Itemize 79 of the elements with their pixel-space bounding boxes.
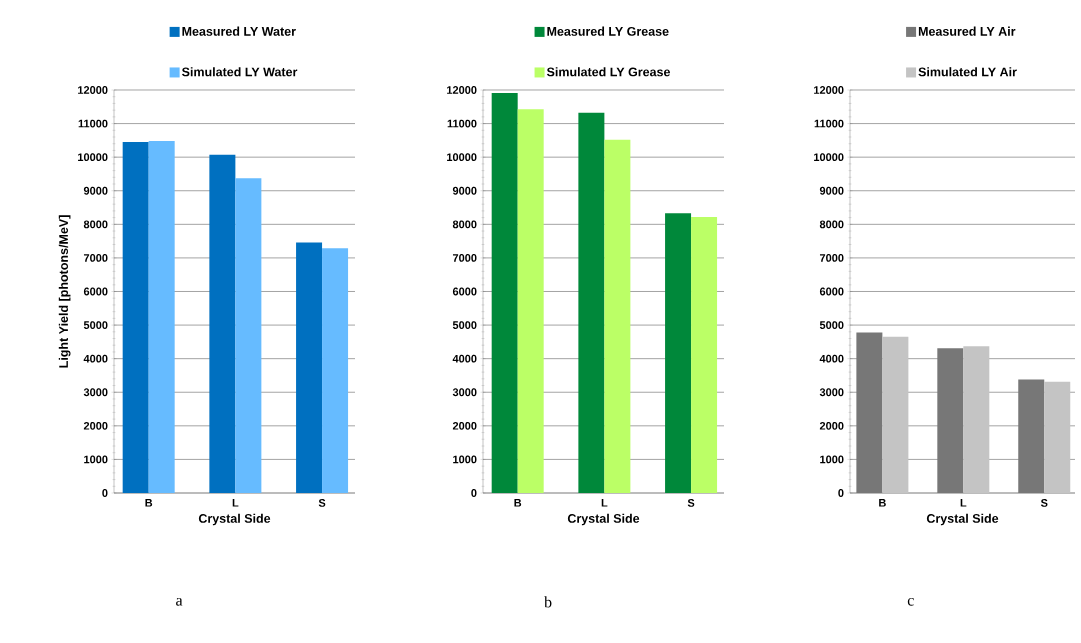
y-tick-label: 2000 (83, 421, 108, 430)
text: a (176, 597, 183, 606)
bar (322, 248, 349, 493)
x-axis-title: Crystal Side (926, 513, 999, 526)
y-tick-label: 7000 (452, 254, 477, 262)
bar (882, 336, 909, 493)
y-tick-label: 10000 (814, 153, 844, 162)
y-tick-label: 0 (471, 489, 477, 497)
y-tick-label: 4000 (819, 354, 844, 363)
y-tick-label: 1000 (84, 455, 108, 464)
y-tick-label: 7000 (819, 254, 844, 262)
x-tick-label: S (687, 499, 695, 507)
y-tick-label: 10000 (447, 153, 477, 162)
y-tick-label: 4000 (83, 354, 108, 363)
bar (1044, 381, 1071, 493)
x-tick-label: B (145, 499, 153, 507)
bar (122, 142, 149, 493)
bar (296, 242, 323, 493)
y-tick-label: 9000 (452, 186, 477, 195)
y-tick-label: 11000 (447, 119, 477, 128)
x-tick-label: S (318, 499, 326, 507)
y-tick-label: 0 (838, 489, 844, 497)
x-axis-title: Crystal Side (198, 513, 271, 526)
y-tick-label: 11000 (78, 119, 108, 128)
y-tick-label: 5000 (452, 321, 477, 329)
y-tick-label: 4000 (452, 354, 477, 363)
bar (665, 213, 692, 493)
y-tick-label: 12000 (814, 86, 844, 94)
y-tick-label: 2000 (452, 421, 477, 430)
legend-label: Measured LY Grease (547, 26, 669, 36)
y-tick-label: 8000 (819, 220, 844, 229)
y-tick-label: 1000 (820, 455, 844, 464)
legend-label: Measured LY Water (182, 26, 296, 36)
y-tick-label: 6000 (83, 287, 108, 296)
x-tick-label: B (879, 499, 886, 507)
bar (963, 346, 990, 493)
y-tick-label: 9000 (83, 186, 108, 195)
y-tick-label: 8000 (452, 220, 477, 229)
bar (148, 141, 175, 493)
bar (491, 93, 518, 493)
y-axis-title: Light Yield [photons/MeV] (58, 215, 71, 368)
y-tick-label: 1000 (453, 455, 477, 464)
legend-label: Measured LY Air (918, 26, 1016, 36)
y-tick-label: 11000 (814, 119, 844, 128)
y-tick-label: 3000 (83, 388, 108, 397)
y-tick-label: 0 (102, 489, 108, 497)
x-tick-label: L (960, 499, 967, 507)
bar (856, 332, 883, 493)
y-tick-label: 12000 (78, 86, 108, 94)
x-axis-title: Crystal Side (567, 513, 640, 526)
y-tick-label: 8000 (83, 220, 108, 229)
y-tick-label: 2000 (819, 421, 844, 430)
legend-label: Simulated LY Grease (546, 67, 671, 77)
bar (1018, 379, 1045, 493)
y-tick-label: 12000 (447, 86, 477, 94)
y-tick-label: 10000 (78, 153, 108, 162)
y-tick-label: 3000 (819, 388, 844, 397)
x-tick-label: B (514, 499, 522, 507)
bar (691, 216, 718, 493)
y-tick-label: 6000 (452, 287, 477, 296)
y-tick-label: 5000 (819, 321, 844, 329)
y-tick-label: 7000 (83, 254, 108, 262)
bar (209, 154, 236, 493)
y-tick-label: 6000 (819, 287, 844, 296)
legend-label: Simulated LY Water (181, 67, 298, 77)
text: c (907, 597, 914, 606)
bar (517, 109, 544, 493)
bar (235, 178, 262, 493)
y-tick-label: 5000 (83, 321, 108, 329)
x-tick-label: L (232, 499, 239, 507)
bar (578, 112, 605, 493)
text: b (544, 596, 552, 608)
bar (604, 139, 631, 493)
x-tick-label: S (1040, 499, 1048, 507)
x-tick-label: L (601, 499, 608, 507)
legend-label: Simulated LY Air (918, 67, 1017, 77)
y-tick-label: 3000 (452, 388, 477, 397)
bar (937, 348, 964, 493)
y-tick-label: 9000 (819, 186, 844, 195)
